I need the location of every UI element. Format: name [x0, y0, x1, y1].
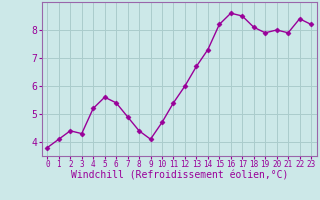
X-axis label: Windchill (Refroidissement éolien,°C): Windchill (Refroidissement éolien,°C) — [70, 171, 288, 181]
